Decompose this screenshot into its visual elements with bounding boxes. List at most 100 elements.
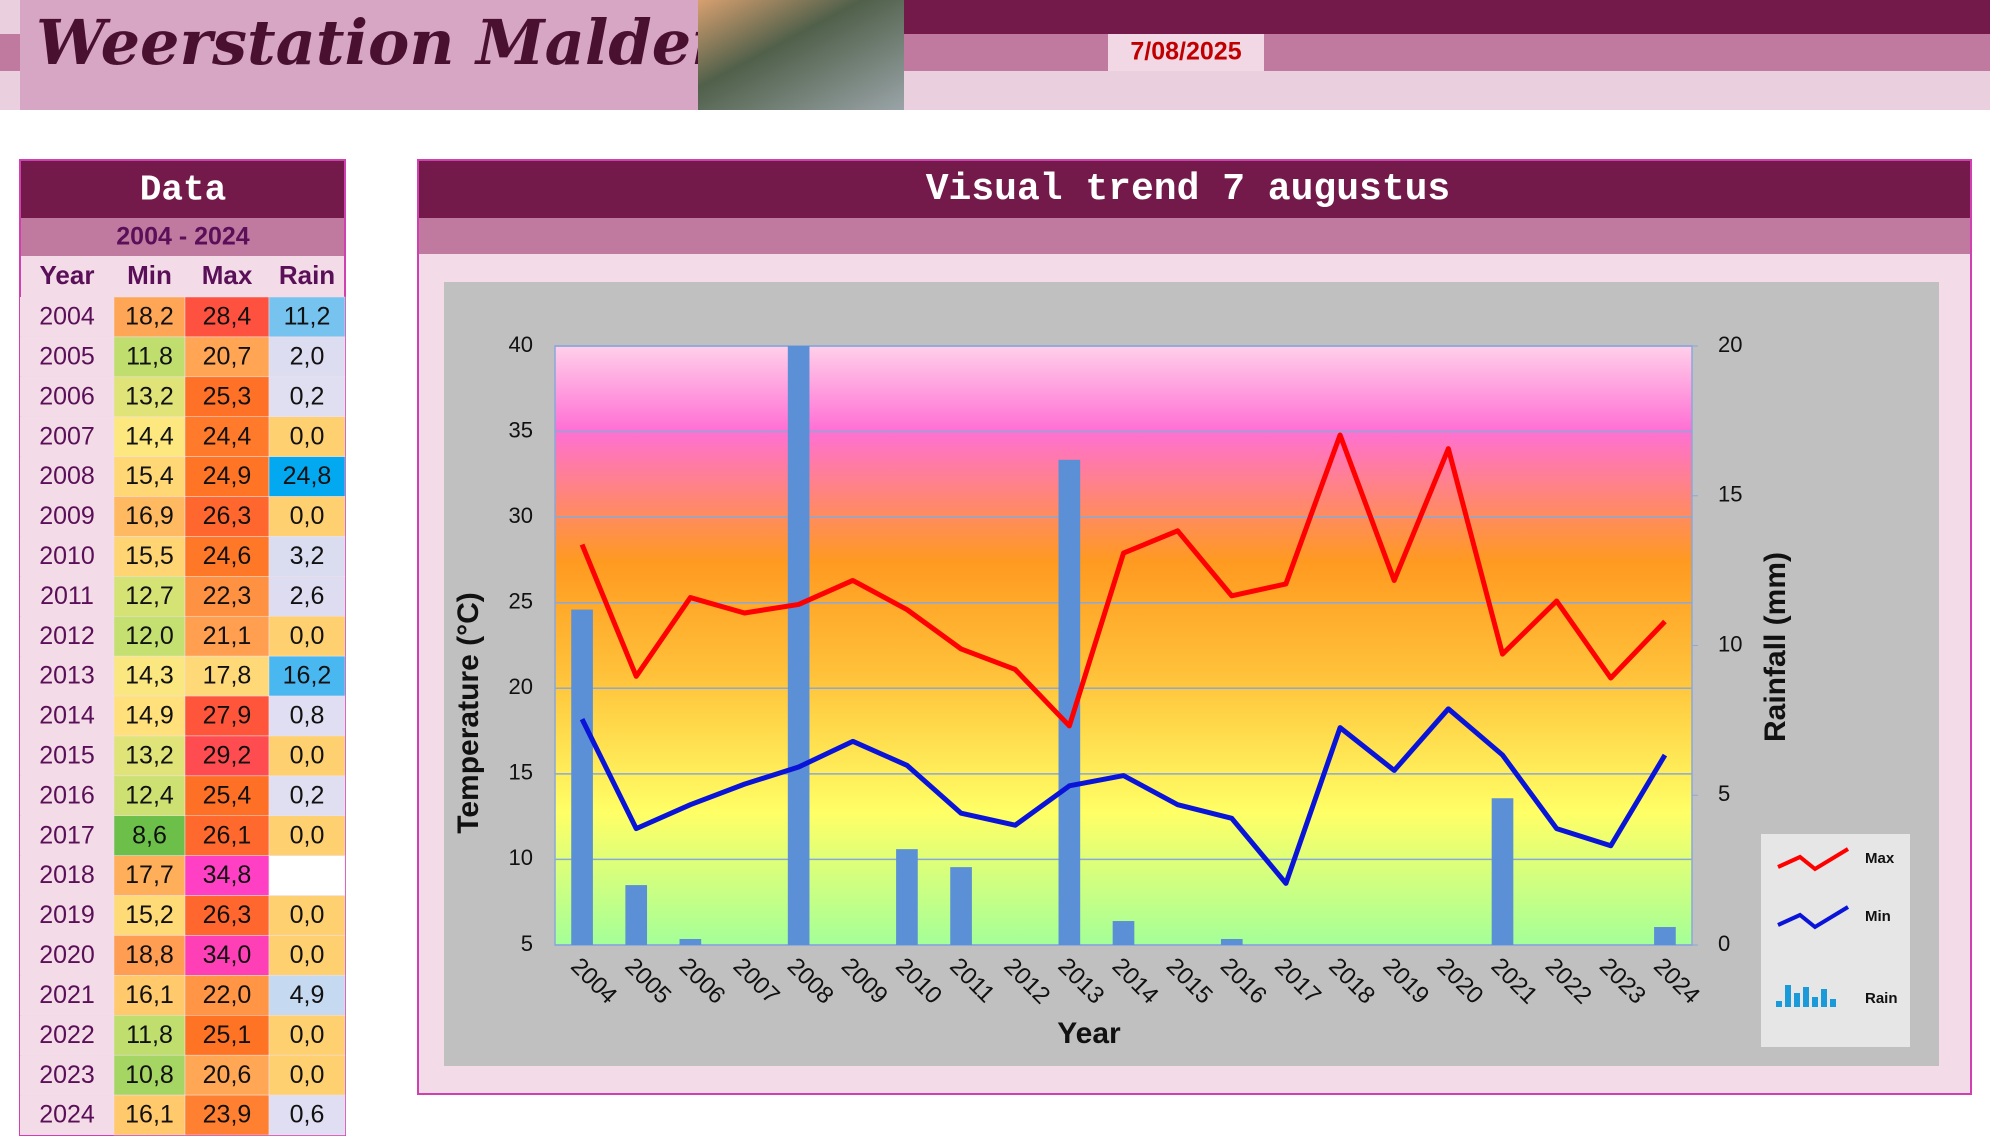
value-cell: 10,8 — [125, 1061, 174, 1089]
value-cell: 15,2 — [125, 901, 174, 929]
rain-bar — [625, 885, 648, 945]
value-cell: 29,2 — [203, 742, 252, 770]
value-cell: 20,7 — [203, 342, 252, 370]
rain-bar — [787, 346, 810, 945]
table-cell — [184, 975, 270, 1016]
table-cell — [20, 775, 114, 816]
value-cell: 13,2 — [125, 742, 174, 770]
value-cell: 0,6 — [290, 1101, 325, 1129]
table-cell — [20, 1095, 114, 1135]
value-cell: 2,0 — [290, 342, 325, 370]
table-cell — [184, 695, 270, 737]
table-title: Data — [140, 170, 226, 211]
year-cell: 2015 — [39, 742, 95, 770]
value-cell: 24,9 — [203, 462, 252, 490]
value-cell: 18,2 — [125, 303, 174, 331]
table-cell — [268, 855, 346, 896]
value-cell: 21,1 — [203, 622, 252, 650]
value-cell: 25,1 — [203, 1021, 252, 1049]
value-cell: 0,2 — [290, 781, 325, 809]
table-cell — [20, 297, 114, 337]
y2-tick-label: 10 — [1718, 631, 1742, 656]
value-cell: 12,0 — [125, 622, 174, 650]
value-cell: 11,8 — [126, 1021, 173, 1049]
table-cell — [20, 1055, 114, 1096]
legend-icon — [1777, 905, 1850, 930]
year-cell: 2019 — [39, 901, 95, 929]
year-cell: 2010 — [39, 542, 95, 570]
table-cell — [184, 376, 270, 417]
year-cell: 2013 — [39, 662, 95, 690]
table-cell — [268, 735, 346, 777]
value-cell: 0,0 — [290, 1061, 325, 1089]
table-cell — [113, 975, 186, 1016]
data-panel-header — [21, 161, 344, 218]
rain-bar — [896, 849, 918, 945]
year-cell: 2023 — [39, 1061, 95, 1089]
rain-bar — [571, 609, 593, 945]
table-cell — [113, 536, 186, 577]
table-cell — [113, 456, 186, 497]
table-cell — [268, 576, 346, 617]
table-cell — [184, 576, 270, 617]
value-cell: 16,1 — [125, 1101, 174, 1129]
value-cell: 0,0 — [290, 622, 325, 650]
table-cell — [268, 336, 346, 378]
table-cell — [268, 775, 346, 817]
table-cell — [268, 416, 346, 457]
value-cell: 17,7 — [125, 861, 174, 889]
plot-area — [554, 345, 1693, 946]
value-cell: 26,3 — [203, 502, 252, 530]
table-cell — [268, 695, 346, 737]
year-cell: 2012 — [39, 622, 95, 650]
table-cell — [113, 1094, 186, 1136]
value-cell: 0,0 — [290, 502, 325, 530]
year-cell: 2004 — [39, 303, 95, 331]
y-tick-label: 25 — [509, 589, 533, 614]
value-cell: 14,9 — [125, 702, 174, 730]
value-cell: 17,8 — [203, 662, 252, 690]
y-tick-label: 20 — [509, 674, 533, 699]
year-cell: 2016 — [39, 781, 95, 809]
table-cell — [113, 695, 186, 737]
table-cell — [184, 416, 270, 457]
table-cell — [268, 1015, 346, 1056]
table-cell — [20, 416, 114, 457]
legend — [1761, 834, 1910, 1047]
year-cell: 2020 — [39, 941, 95, 969]
table-subheader — [21, 218, 344, 256]
value-cell: 4,9 — [290, 981, 325, 1009]
legend-label: Max — [1865, 850, 1895, 867]
table-cell — [184, 935, 270, 976]
year-cell: 2018 — [39, 861, 95, 889]
y-tick-label: 40 — [509, 332, 533, 357]
value-cell: 8,6 — [132, 821, 167, 849]
table-cell — [113, 1054, 186, 1096]
table-cell — [20, 576, 114, 617]
table-cell — [184, 296, 270, 338]
column-header: Rain — [279, 260, 335, 290]
date-box — [1108, 34, 1264, 71]
rain-bar — [1058, 459, 1081, 945]
y2-tick-label: 15 — [1718, 482, 1742, 507]
legend-icon — [1785, 985, 1791, 1007]
y-axis-title: Temperature (°C) — [452, 592, 485, 833]
chart-title: Visual trend 7 augustus — [926, 168, 1451, 211]
value-cell: 15,4 — [125, 462, 174, 490]
value-cell: 18,8 — [125, 941, 174, 969]
value-cell: 0,0 — [290, 422, 325, 450]
rain-bar — [950, 867, 972, 945]
legend-icon — [1803, 987, 1809, 1007]
value-cell: 0,8 — [290, 702, 325, 730]
y-tick-label: 10 — [509, 845, 533, 870]
year-cell: 2005 — [39, 342, 95, 370]
table-cell — [20, 735, 114, 776]
year-cell: 2021 — [39, 981, 95, 1009]
table-cell — [20, 336, 114, 377]
value-cell: 13,2 — [125, 382, 174, 410]
value-cell: 23,9 — [203, 1101, 252, 1129]
year-cell: 2006 — [39, 382, 95, 410]
y-tick-label: 30 — [509, 503, 533, 528]
value-cell: 12,7 — [125, 582, 174, 610]
rain-bar — [1220, 939, 1243, 945]
